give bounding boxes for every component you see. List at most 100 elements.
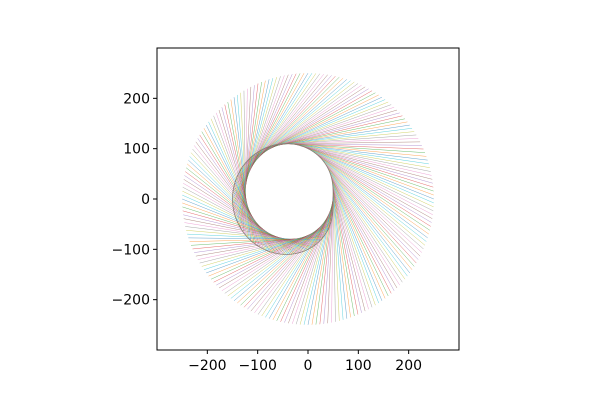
- chord-line: [286, 143, 426, 153]
- chord-line: [288, 202, 334, 324]
- chord-line: [319, 196, 334, 325]
- chord-line: [307, 198, 334, 325]
- chord-line: [321, 158, 428, 239]
- chord-line: [293, 143, 430, 168]
- chord-line: [323, 195, 334, 324]
- chord-line: [284, 143, 424, 150]
- chord-line: [330, 175, 398, 289]
- chord-line: [275, 134, 417, 145]
- chord-line: [331, 180, 386, 299]
- chord-line: [230, 99, 253, 243]
- chord-line: [312, 151, 434, 212]
- chord-line: [265, 207, 334, 318]
- chord-line: [295, 201, 334, 325]
- chord-line: [254, 210, 334, 313]
- chord-line: [328, 170, 410, 274]
- chord-line: [261, 208, 334, 317]
- chord-line: [299, 145, 433, 180]
- chord-line: [237, 94, 250, 240]
- chord-line: [323, 161, 424, 250]
- chord-line: [326, 166, 417, 264]
- chord-line: [297, 144, 432, 176]
- chord-line: [195, 141, 281, 255]
- chord-line: [290, 143, 428, 161]
- chord-line: [325, 164, 421, 257]
- chord-line: [291, 143, 429, 165]
- chord-line: [328, 168, 413, 270]
- chord-line: [317, 155, 431, 227]
- chord-line: [322, 159, 427, 242]
- chord-line: [332, 189, 351, 318]
- chord-line: [268, 207, 334, 319]
- chord-line: [190, 152, 287, 255]
- chord-line: [332, 181, 383, 301]
- x-tick-label: −100: [238, 358, 276, 374]
- chord-line: [238, 80, 266, 225]
- chord-line: [280, 204, 334, 322]
- chord-line: [332, 186, 366, 312]
- chord-line: [327, 167, 415, 267]
- x-axis-ticks: −200 −100 0 100 200: [188, 350, 422, 374]
- chord-line: [319, 157, 429, 235]
- y-axis-ticks: 200 100 0 −100 −200: [112, 91, 157, 309]
- chord-line: [332, 184, 373, 308]
- chord-line: [257, 209, 334, 315]
- chord-line: [279, 141, 421, 145]
- chord-line: [309, 149, 434, 204]
- y-tick-label: 200: [123, 91, 150, 107]
- inner-curve: [232, 143, 334, 255]
- chord-line: [224, 104, 257, 245]
- chord-line: [271, 128, 413, 146]
- chord-line: [221, 107, 259, 247]
- chord-line: [276, 205, 334, 321]
- chord-line: [315, 197, 334, 325]
- chord-line: [227, 101, 255, 244]
- chord-line: [302, 146, 434, 188]
- chord-line: [329, 171, 408, 277]
- chord-line: [316, 153, 432, 223]
- chord-line: [324, 162, 423, 253]
- chord-line: [322, 160, 426, 246]
- chord-line: [269, 124, 410, 147]
- chord-line: [303, 199, 334, 325]
- chord-line: [277, 138, 419, 145]
- chord-line: [213, 115, 264, 250]
- chord-line: [318, 156, 431, 231]
- chord-line: [326, 165, 419, 260]
- chord-line: [273, 131, 415, 146]
- chord-line: [272, 206, 334, 320]
- y-tick-label: −200: [112, 293, 150, 309]
- chord-line: [265, 118, 406, 149]
- chord-line: [332, 183, 376, 306]
- chord-line: [295, 144, 431, 172]
- chord-line: [306, 147, 434, 196]
- chord-line: [332, 190, 348, 319]
- chord-line: [304, 146, 434, 192]
- chord-line: [284, 203, 334, 323]
- chord-line: [282, 143, 422, 146]
- chord-line: [216, 112, 262, 249]
- chord-line: [310, 150, 434, 208]
- chord-line: [299, 200, 334, 325]
- chord-line: [288, 143, 427, 157]
- chord-line: [332, 189, 355, 317]
- y-tick-label: 0: [141, 192, 150, 208]
- chord-line: [330, 174, 400, 286]
- chord-line: [197, 138, 279, 254]
- chord-line: [332, 187, 362, 313]
- chord-line: [332, 193, 336, 322]
- chord-line: [332, 192, 340, 321]
- chord-line: [208, 121, 268, 252]
- x-tick-label: −200: [188, 358, 226, 374]
- chord-line: [188, 159, 291, 255]
- chord-line: [332, 191, 344, 320]
- x-tick-label: 200: [395, 358, 422, 374]
- chord-line: [267, 121, 408, 148]
- y-tick-label: −100: [112, 242, 150, 258]
- chord-line: [301, 145, 433, 184]
- chord-line: [330, 173, 403, 283]
- chord-line: [315, 152, 433, 219]
- x-tick-label: 100: [345, 358, 372, 374]
- chord-line: [307, 148, 434, 200]
